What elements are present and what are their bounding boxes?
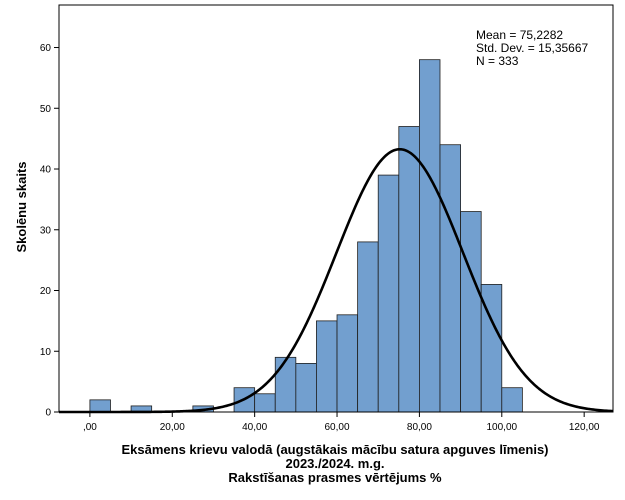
histogram-bar-45: [274, 356, 297, 413]
histogram-bar-50: [295, 363, 317, 413]
x-tick-label: 100,00: [486, 422, 517, 433]
x-tick-label: ,00: [83, 422, 97, 433]
y-tick-label: 0: [45, 408, 51, 419]
bars-layer: [89, 59, 523, 413]
histogram-bar-55: [316, 320, 338, 413]
y-tick-label: 60: [40, 43, 52, 54]
histogram-bar-85: [439, 144, 461, 413]
y-tick-label: 30: [40, 225, 52, 236]
histogram-bar-90: [460, 211, 482, 413]
y-axis-title: Skolēnu skaits: [14, 161, 29, 252]
histogram-bar-65: [357, 241, 379, 413]
histogram-bar-100: [501, 387, 523, 413]
y-axis: 0 10 20 30 40 50 60: [40, 43, 59, 419]
stats-std-dev: Std. Dev. = 15,35667: [476, 41, 589, 55]
histogram-bar-40: [254, 393, 276, 413]
y-tick-label: 40: [40, 165, 52, 176]
x-tick-label: 80,00: [407, 422, 432, 433]
stats-mean: Mean = 75,2282: [476, 28, 563, 42]
histogram-bar-60: [336, 314, 359, 413]
x-tick-label: 20,00: [160, 422, 185, 433]
x-tick-label: 40,00: [242, 422, 267, 433]
x-tick-label: 60,00: [325, 422, 350, 433]
plot-frame: [58, 4, 614, 413]
histogram-bar-80: [419, 59, 441, 413]
histogram-bar-70: [377, 174, 400, 413]
y-tick-label: 20: [40, 286, 52, 297]
stats-n: N = 333: [476, 54, 519, 68]
histogram-bar-75: [398, 126, 420, 413]
x-axis-title-line-2: 2023./2024. m.g.: [285, 456, 384, 471]
x-axis-title-line-3: Rakstīšanas prasmes vērtējums %: [228, 470, 442, 485]
x-axis: ,00 20,00 40,00 60,00 80,00 100,00 120,00: [83, 412, 600, 433]
x-axis-title-line-1: Eksāmens krievu valodā (augstākais mācīb…: [121, 442, 548, 457]
y-tick-label: 10: [40, 347, 52, 358]
x-tick-label: 120,00: [569, 422, 600, 433]
histogram-bar-0: [89, 399, 111, 413]
y-tick-label: 50: [40, 104, 52, 115]
